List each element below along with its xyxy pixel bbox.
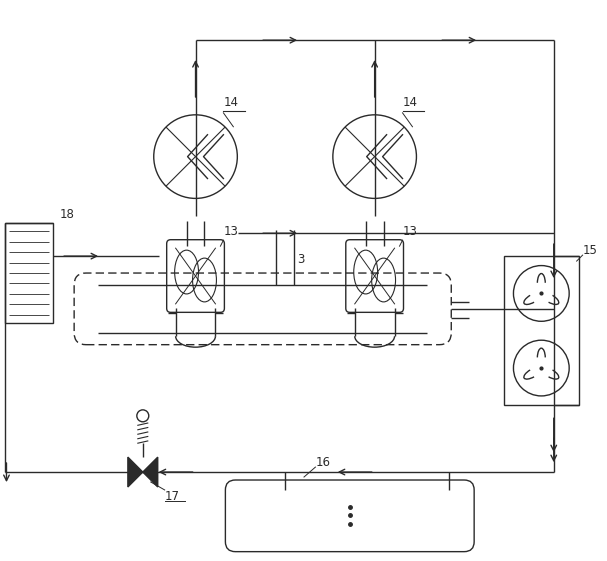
Bar	[504, 256, 578, 406]
Text: 14: 14	[223, 96, 239, 109]
Text: 17: 17	[164, 490, 180, 503]
Text: 16: 16	[316, 456, 330, 469]
Text: 13: 13	[402, 225, 418, 238]
Polygon shape	[128, 457, 143, 487]
Text: 18: 18	[59, 208, 74, 221]
Text: 13: 13	[223, 225, 239, 238]
Text: 14: 14	[402, 96, 418, 109]
Text: 15: 15	[583, 244, 597, 257]
Polygon shape	[143, 457, 158, 487]
Bar	[5, 223, 53, 323]
Text: 3: 3	[297, 253, 304, 266]
